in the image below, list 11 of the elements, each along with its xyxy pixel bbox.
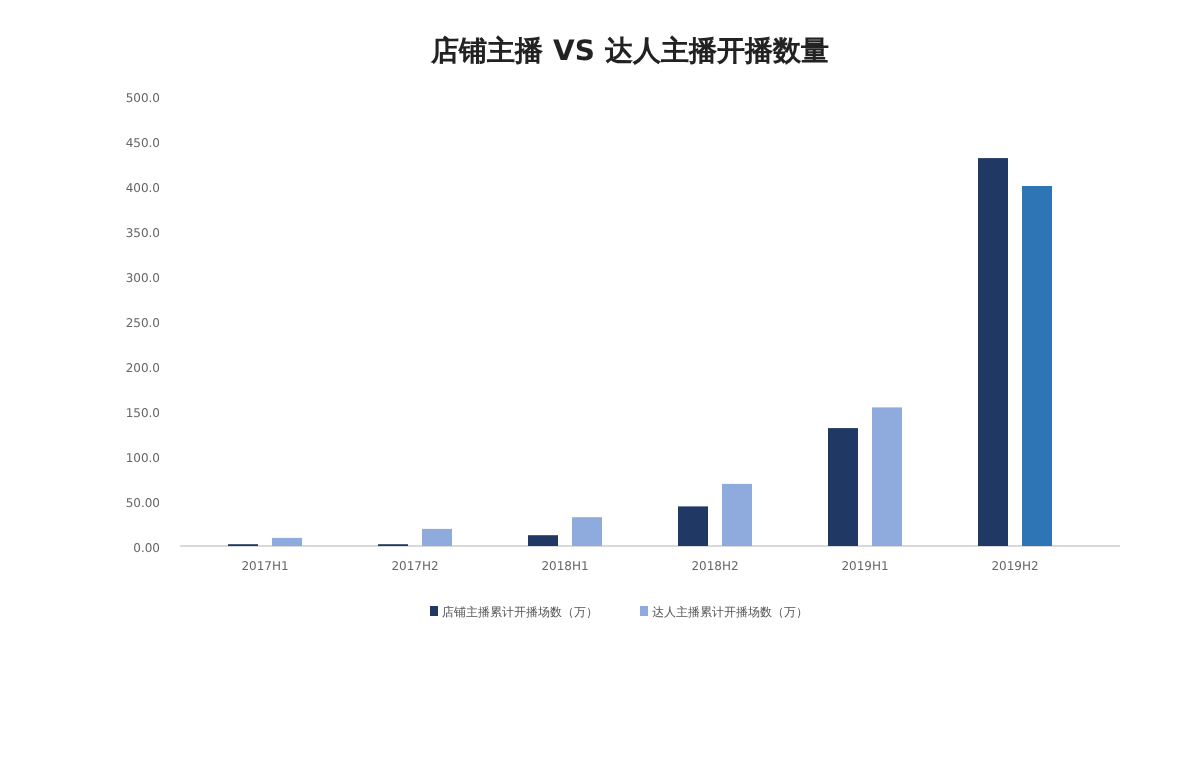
bar bbox=[572, 517, 602, 546]
bar bbox=[678, 506, 708, 546]
bar bbox=[422, 528, 452, 546]
bar bbox=[872, 407, 902, 546]
bar bbox=[272, 537, 302, 546]
bar bbox=[1022, 186, 1052, 546]
bar bbox=[978, 158, 1008, 546]
bar bbox=[828, 428, 858, 546]
bar bbox=[722, 483, 752, 546]
bar bbox=[528, 535, 558, 546]
chart-title: 店铺主播 VS 达人主播开播数量 bbox=[429, 34, 829, 68]
